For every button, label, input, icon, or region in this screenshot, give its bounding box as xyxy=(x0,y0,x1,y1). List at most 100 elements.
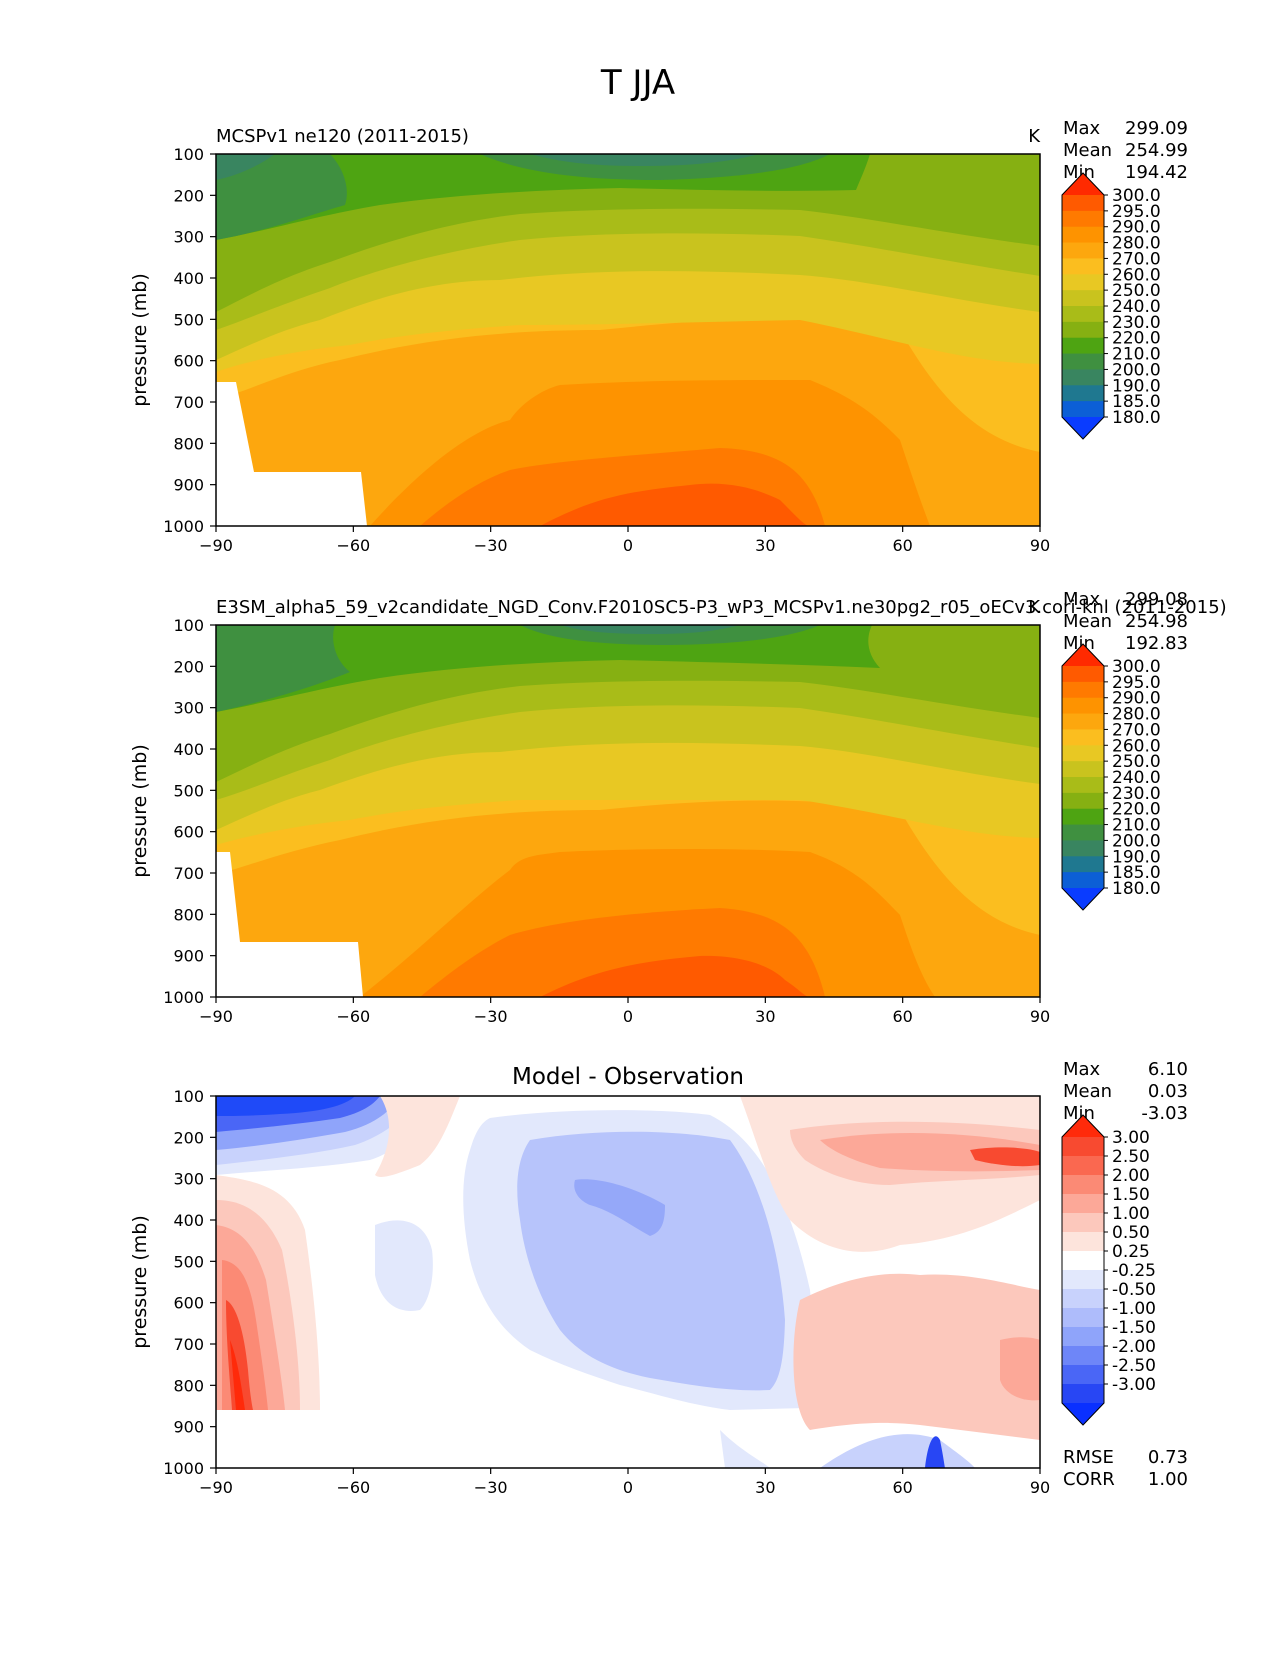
colorbar: 300.0295.0290.0280.0270.0260.0250.0240.0… xyxy=(1061,643,1161,911)
field-neg-100-center xyxy=(574,1179,665,1236)
field-level-200 xyxy=(216,154,347,240)
colorbar-swatch xyxy=(1062,1308,1104,1328)
colorbar-tick-label: 185.0 xyxy=(1112,863,1161,883)
y-tick-label: 800 xyxy=(173,905,204,924)
colorbar-tick-label: 3.00 xyxy=(1112,1128,1150,1148)
panel-test: MCSPv1 ne120 (2011-2015) K pressure (mb)… xyxy=(129,118,1188,555)
field-level-295 xyxy=(540,955,810,997)
colorbar-tick-label: 300.0 xyxy=(1112,186,1161,206)
colorbar-swatch xyxy=(1062,353,1104,370)
colorbar-swatch xyxy=(1062,1194,1104,1214)
colorbar-extension-max xyxy=(1062,173,1104,195)
x-tick-label: 0 xyxy=(623,536,633,555)
colorbar-swatch xyxy=(1062,258,1104,275)
corr-label: CORR xyxy=(1063,1469,1115,1490)
colorbar-tick-label: 210.0 xyxy=(1112,816,1161,836)
field-level-295 xyxy=(540,483,810,526)
colorbar-swatch xyxy=(1062,385,1104,402)
x-tick-label: 0 xyxy=(623,1478,633,1497)
colorbar-swatch xyxy=(1062,792,1104,810)
y-axis: 100 200 300 400 500 600 700 800 900 1000 xyxy=(163,145,216,536)
panel-title: E3SM_alpha5_59_v2candidate_NGD_Conv.F201… xyxy=(216,597,1227,618)
colorbar-tick-label: 2.00 xyxy=(1112,1166,1150,1186)
y-tick-label: 800 xyxy=(173,1376,204,1395)
colorbar-tick-label: 290.0 xyxy=(1112,689,1161,709)
y-tick-label: 900 xyxy=(173,476,204,495)
y-tick-label: 500 xyxy=(173,781,204,800)
stat-max-label: Max xyxy=(1063,1059,1101,1080)
stat-mean-value: 0.03 xyxy=(1148,1081,1188,1102)
x-tick-label: 90 xyxy=(1030,1478,1050,1497)
y-tick-label: 1000 xyxy=(163,1459,204,1478)
x-tick-label: −30 xyxy=(474,1478,508,1497)
metrics-block: RMSE 0.73 CORR 1.00 xyxy=(1063,1447,1188,1490)
x-tick-label: 90 xyxy=(1030,536,1050,555)
colorbar-tick-label: -1.00 xyxy=(1112,1299,1156,1319)
field-neg-025-south xyxy=(720,1430,770,1468)
colorbar-swatch xyxy=(1062,337,1104,355)
colorbar-extension-min xyxy=(1062,1403,1104,1425)
panel-reference: E3SM_alpha5_59_v2candidate_NGD_Conv.F201… xyxy=(129,589,1227,1026)
x-tick-label: −90 xyxy=(199,1007,233,1026)
colorbar-extension-max xyxy=(1062,1115,1104,1137)
colorbar-swatch xyxy=(1062,226,1104,244)
y-tick-label: 700 xyxy=(173,864,204,883)
x-tick-label: 60 xyxy=(892,1007,912,1026)
colorbar-swatch xyxy=(1062,1270,1104,1290)
x-tick-label: −90 xyxy=(199,536,233,555)
y-tick-label: 100 xyxy=(173,145,204,164)
y-tick-label: 200 xyxy=(173,1128,204,1147)
rmse-value: 0.73 xyxy=(1148,1447,1188,1468)
colorbar-swatch xyxy=(1062,1384,1104,1404)
stat-mean-label: Mean xyxy=(1063,611,1112,632)
y-axis: 100 200 300 400 500 600 700 800 900 1000 xyxy=(163,1087,216,1478)
colorbar-tick-label: 295.0 xyxy=(1112,202,1161,222)
figure-title: T JJA xyxy=(600,63,675,103)
colorbar-extension-min xyxy=(1062,888,1104,910)
x-tick-label: −60 xyxy=(336,1007,370,1026)
colorbar-tick-label: 180.0 xyxy=(1112,879,1161,899)
colorbar-swatch xyxy=(1062,729,1104,746)
x-tick-label: 90 xyxy=(1030,1007,1050,1026)
colorbar-swatch xyxy=(1062,761,1104,778)
units-label: K xyxy=(1028,597,1041,618)
contour-field xyxy=(216,1096,1040,1468)
y-tick-label: 500 xyxy=(173,1252,204,1271)
field-pos-025-north xyxy=(375,1096,460,1177)
colorbar-tick-label: 220.0 xyxy=(1112,329,1161,349)
y-tick-label: 700 xyxy=(173,393,204,412)
y-axis-label: pressure (mb) xyxy=(129,744,151,878)
y-tick-label: 600 xyxy=(173,1294,204,1313)
field-level-190-top xyxy=(530,154,760,166)
stats-block: Max 299.09 Mean 254.99 Min 194.42 xyxy=(1063,118,1188,183)
colorbar-swatch xyxy=(1062,1137,1104,1157)
field-neg-300-south xyxy=(925,1436,945,1468)
colorbar-tick-label: 280.0 xyxy=(1112,234,1161,254)
x-tick-label: −90 xyxy=(199,1478,233,1497)
colorbar-tick-label: 200.0 xyxy=(1112,831,1161,851)
y-tick-label: 400 xyxy=(173,1211,204,1230)
colorbar-swatch xyxy=(1062,824,1104,841)
colorbar-swatch xyxy=(1062,808,1104,826)
colorbar-swatch xyxy=(1062,872,1104,889)
colorbar-swatch xyxy=(1062,1251,1104,1271)
field-level-200 xyxy=(216,625,350,712)
colorbar-swatch xyxy=(1062,1365,1104,1385)
stat-mean-label: Mean xyxy=(1063,1081,1112,1102)
y-tick-label: 900 xyxy=(173,947,204,966)
colorbar-tick-label: -1.50 xyxy=(1112,1318,1156,1338)
colorbar-swatch xyxy=(1062,713,1104,730)
colorbar-swatch xyxy=(1062,306,1104,323)
y-tick-label: 1000 xyxy=(163,988,204,1007)
colorbar-swatch xyxy=(1062,274,1104,291)
colorbar-tick-label: 280.0 xyxy=(1112,705,1161,725)
colorbar-tick-label: 2.50 xyxy=(1112,1147,1150,1167)
x-tick-label: 30 xyxy=(755,1007,775,1026)
colorbar-tick-label: 230.0 xyxy=(1112,784,1161,804)
colorbar-tick-label: 240.0 xyxy=(1112,768,1161,788)
colorbar-swatch xyxy=(1062,401,1104,418)
colorbar-tick-label: 0.25 xyxy=(1112,1242,1150,1262)
colorbar-tick-label: -2.50 xyxy=(1112,1356,1156,1376)
stats-block: Max 6.10 Mean 0.03 Min -3.03 xyxy=(1063,1059,1188,1124)
